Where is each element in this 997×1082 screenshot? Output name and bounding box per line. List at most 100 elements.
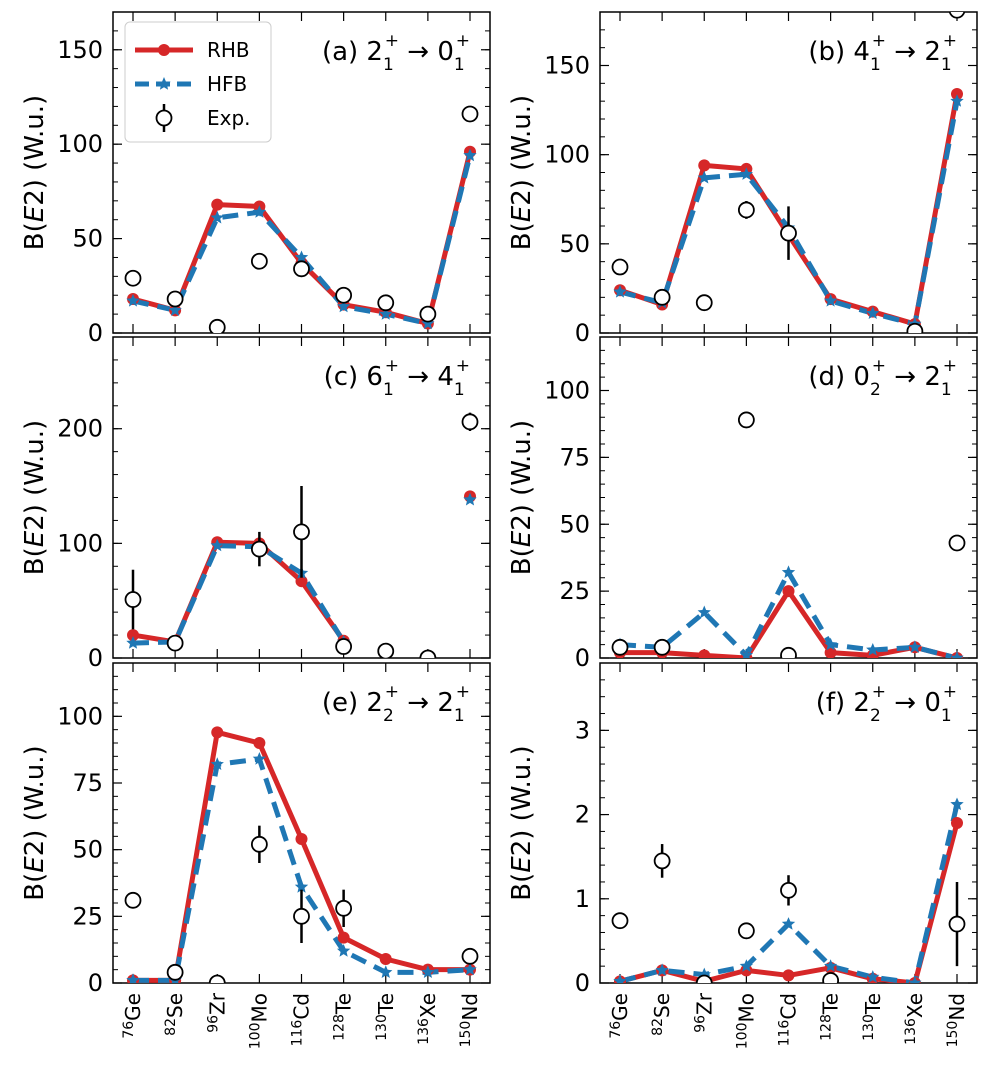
y-axis-label: B(E2) (W.u.): [507, 745, 537, 900]
hfb-point: [613, 974, 627, 983]
exp-point: [461, 947, 479, 965]
hfb-point: [337, 299, 351, 313]
hfb-point: [950, 94, 964, 107]
hfb-point: [739, 959, 753, 972]
y-tick-label: 150: [57, 36, 103, 64]
legend-hfb-label: HFB: [207, 72, 247, 96]
hfb-point: [781, 565, 796, 579]
exp-point: [166, 963, 184, 981]
exp-point: [780, 881, 797, 899]
rhb-point: [782, 969, 795, 982]
y-tick-label: 0: [88, 644, 103, 672]
hfb-point: [824, 959, 838, 972]
exp-point: [653, 638, 671, 656]
legend-exp-marker: [155, 109, 173, 127]
y-tick-label: 1: [575, 885, 590, 913]
plot-area: [124, 105, 479, 333]
exp-point: [377, 642, 395, 658]
hfb-line: [619, 569, 958, 658]
panel-title: (a) 21+ → 01+: [322, 31, 470, 75]
panel-title: (e) 22+ → 21+: [322, 682, 470, 726]
rhb-point: [337, 931, 350, 944]
exp-point: [293, 523, 310, 541]
exp-point: [822, 972, 840, 983]
hfb-point: [950, 797, 964, 811]
y-tick-label: 75: [72, 769, 103, 797]
y-axis-label: B(E2) (W.u.): [507, 95, 537, 250]
hfb-point: [252, 752, 266, 765]
exp-point: [293, 907, 310, 925]
exp-point: [737, 201, 755, 219]
x-tick-label: 136Xe: [903, 993, 927, 1045]
y-tick-label: 100: [544, 377, 590, 405]
legend-rhb-marker: [158, 44, 170, 56]
y-tick-label: 0: [575, 644, 590, 672]
hfb-point: [210, 757, 224, 770]
hfb-point: [908, 976, 922, 983]
legend-hfb-marker: [157, 77, 171, 90]
x-tick-label: 116Cd: [290, 993, 314, 1046]
legend-rhb-label: RHB: [207, 38, 250, 62]
exp-point: [208, 974, 226, 983]
hfb-point: [463, 492, 477, 506]
y-axis-label: B(E2) (W.u.): [20, 420, 50, 575]
x-tick-label: 128Te: [819, 993, 843, 1041]
x-tick-label: 150Nd: [458, 993, 482, 1047]
hfb-point: [294, 880, 309, 893]
y-tick-label: 0: [88, 969, 103, 997]
exp-point: [948, 12, 966, 19]
exp-point: [611, 638, 629, 656]
hfb-line: [132, 154, 473, 327]
plot-area: [611, 12, 966, 333]
y-axis-label: B(E2) (W.u.): [507, 420, 537, 575]
y-axis-label: B(E2) (W.u.): [20, 745, 50, 900]
hfb-point: [824, 293, 838, 307]
hfb-point: [908, 640, 922, 653]
y-tick-label: 50: [72, 836, 103, 864]
hfb-point: [824, 637, 838, 651]
exp-point: [377, 294, 395, 312]
rhb-point: [951, 817, 963, 829]
exp-point: [335, 638, 353, 655]
x-tick-label: 116Cd: [777, 993, 801, 1046]
y-tick-label: 100: [57, 130, 103, 158]
hfb-point: [126, 636, 140, 649]
exp-point: [250, 835, 268, 853]
panel-a: 0 50 100 150 B(E2) (W.u.) (a) 21+ → 01+ RHB HFB…: [20, 11, 491, 347]
rhb-point: [698, 159, 711, 172]
plot-area: [611, 797, 966, 983]
plot-area: [611, 411, 966, 658]
exp-point: [124, 269, 142, 287]
x-tick-label: 150Nd: [945, 993, 969, 1047]
exp-point: [293, 260, 310, 278]
hfb-point: [294, 250, 309, 264]
hfb-line: [132, 543, 346, 646]
y-tick-label: 2: [575, 801, 590, 829]
exp-point: [611, 258, 629, 276]
hfb-point: [126, 293, 140, 307]
x-tick-label: 136Xe: [416, 993, 440, 1045]
exp-point: [906, 322, 924, 333]
y-tick-label: 25: [559, 577, 590, 605]
exp-point: [166, 634, 184, 652]
exp-point: [948, 534, 966, 552]
exp-point: [780, 646, 797, 658]
x-tick-label: 128Te: [332, 993, 356, 1041]
x-tick-label: 100Mo: [734, 993, 758, 1049]
y-tick-label: 150: [544, 52, 590, 80]
x-tick-label: 96Zr: [205, 992, 229, 1033]
hfb-point: [697, 605, 711, 619]
y-tick-label: 0: [575, 319, 590, 347]
rhb-point: [295, 575, 308, 588]
rhb-point: [951, 88, 963, 101]
x-tick-label: 130Te: [374, 993, 398, 1041]
exp-point: [780, 224, 797, 242]
hfb-point: [739, 167, 753, 180]
hfb-point: [210, 210, 224, 224]
exp-point: [461, 105, 479, 123]
exp-point: [335, 286, 353, 304]
panel-title: (b) 41+ → 21+: [808, 31, 957, 75]
exp-point: [335, 899, 353, 917]
